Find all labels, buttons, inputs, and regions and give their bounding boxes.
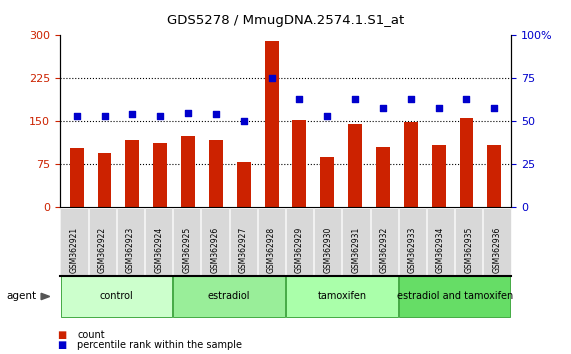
Bar xyxy=(348,124,362,207)
Point xyxy=(434,105,443,110)
Bar xyxy=(98,153,111,207)
Text: GSM362922: GSM362922 xyxy=(98,227,107,273)
Point xyxy=(351,96,360,102)
Text: GSM362925: GSM362925 xyxy=(182,226,191,273)
Text: ■: ■ xyxy=(57,330,66,339)
Text: control: control xyxy=(99,291,133,302)
Text: GDS5278 / MmugDNA.2574.1.S1_at: GDS5278 / MmugDNA.2574.1.S1_at xyxy=(167,14,404,27)
Bar xyxy=(432,145,445,207)
Bar xyxy=(404,122,418,207)
Text: GSM362931: GSM362931 xyxy=(352,226,360,273)
Text: agent: agent xyxy=(7,291,37,302)
Text: GSM362924: GSM362924 xyxy=(154,226,163,273)
Point xyxy=(183,110,192,115)
Point xyxy=(379,105,388,110)
Text: GSM362932: GSM362932 xyxy=(380,226,389,273)
Text: GSM362927: GSM362927 xyxy=(239,226,248,273)
Text: GSM362935: GSM362935 xyxy=(464,226,473,273)
Point xyxy=(211,112,220,117)
Text: GSM362933: GSM362933 xyxy=(408,226,417,273)
Text: GSM362923: GSM362923 xyxy=(126,226,135,273)
Bar xyxy=(376,147,390,207)
Text: GSM362929: GSM362929 xyxy=(295,226,304,273)
Bar xyxy=(320,157,334,207)
Text: GSM362934: GSM362934 xyxy=(436,226,445,273)
Point xyxy=(72,113,81,119)
Text: GSM362936: GSM362936 xyxy=(492,226,501,273)
Bar xyxy=(460,118,473,207)
Point xyxy=(239,118,248,124)
Text: GSM362926: GSM362926 xyxy=(211,226,219,273)
Point xyxy=(323,113,332,119)
Bar xyxy=(70,148,83,207)
Point xyxy=(295,96,304,102)
Text: estradiol: estradiol xyxy=(208,291,250,302)
Bar xyxy=(292,120,307,207)
Text: ■: ■ xyxy=(57,340,66,350)
Bar xyxy=(237,162,251,207)
Bar xyxy=(264,41,279,207)
Bar xyxy=(153,143,167,207)
Text: tamoxifen: tamoxifen xyxy=(317,291,367,302)
Point xyxy=(156,113,165,119)
Point xyxy=(406,96,415,102)
Point xyxy=(267,75,276,81)
Point xyxy=(100,113,109,119)
Bar xyxy=(181,136,195,207)
Point xyxy=(490,105,499,110)
Text: count: count xyxy=(77,330,104,339)
Text: GSM362928: GSM362928 xyxy=(267,227,276,273)
Bar xyxy=(488,145,501,207)
Text: percentile rank within the sample: percentile rank within the sample xyxy=(77,340,242,350)
Text: GSM362921: GSM362921 xyxy=(70,227,79,273)
Point xyxy=(462,96,471,102)
Bar xyxy=(126,139,139,207)
Text: GSM362930: GSM362930 xyxy=(323,226,332,273)
Bar xyxy=(209,139,223,207)
Text: estradiol and tamoxifen: estradiol and tamoxifen xyxy=(396,291,513,302)
Point xyxy=(128,112,137,117)
